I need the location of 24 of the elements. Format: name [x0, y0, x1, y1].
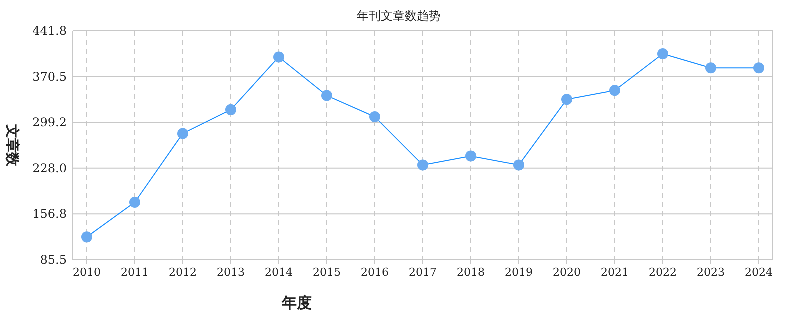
y-axis-title: 文章数	[4, 124, 21, 168]
x-tick-label: 2012	[169, 266, 197, 279]
x-tick-label: 2013	[217, 266, 245, 279]
y-tick-label: 156.8	[32, 207, 67, 222]
x-tick-label: 2015	[313, 266, 341, 279]
x-tick-label: 2022	[649, 266, 677, 279]
chart-title: 年刊文章数趋势	[357, 9, 441, 23]
x-tick-label: 2010	[73, 266, 101, 279]
x-tick-label: 2011	[121, 266, 149, 279]
x-tick-label: 2023	[697, 266, 725, 279]
y-tick-label: 228.0	[32, 161, 67, 176]
x-tick-label: 2018	[457, 266, 485, 279]
y-tick-label: 299.2	[32, 116, 67, 130]
x-tick-label: 2014	[265, 266, 293, 279]
x-tick-label: 2024	[745, 266, 773, 279]
y-tick-label: 441.8	[32, 24, 67, 38]
x-tick-label: 2017	[409, 266, 437, 279]
y-tick-label: 85.5	[40, 253, 67, 267]
x-tick-label: 2020	[553, 266, 581, 279]
x-axis-title: 年度	[281, 294, 312, 312]
y-tick-label: 370.5	[32, 70, 67, 84]
x-tick-label: 2021	[601, 266, 629, 279]
x-tick-label: 2019	[505, 266, 533, 279]
x-tick-label: 2016	[361, 266, 389, 279]
